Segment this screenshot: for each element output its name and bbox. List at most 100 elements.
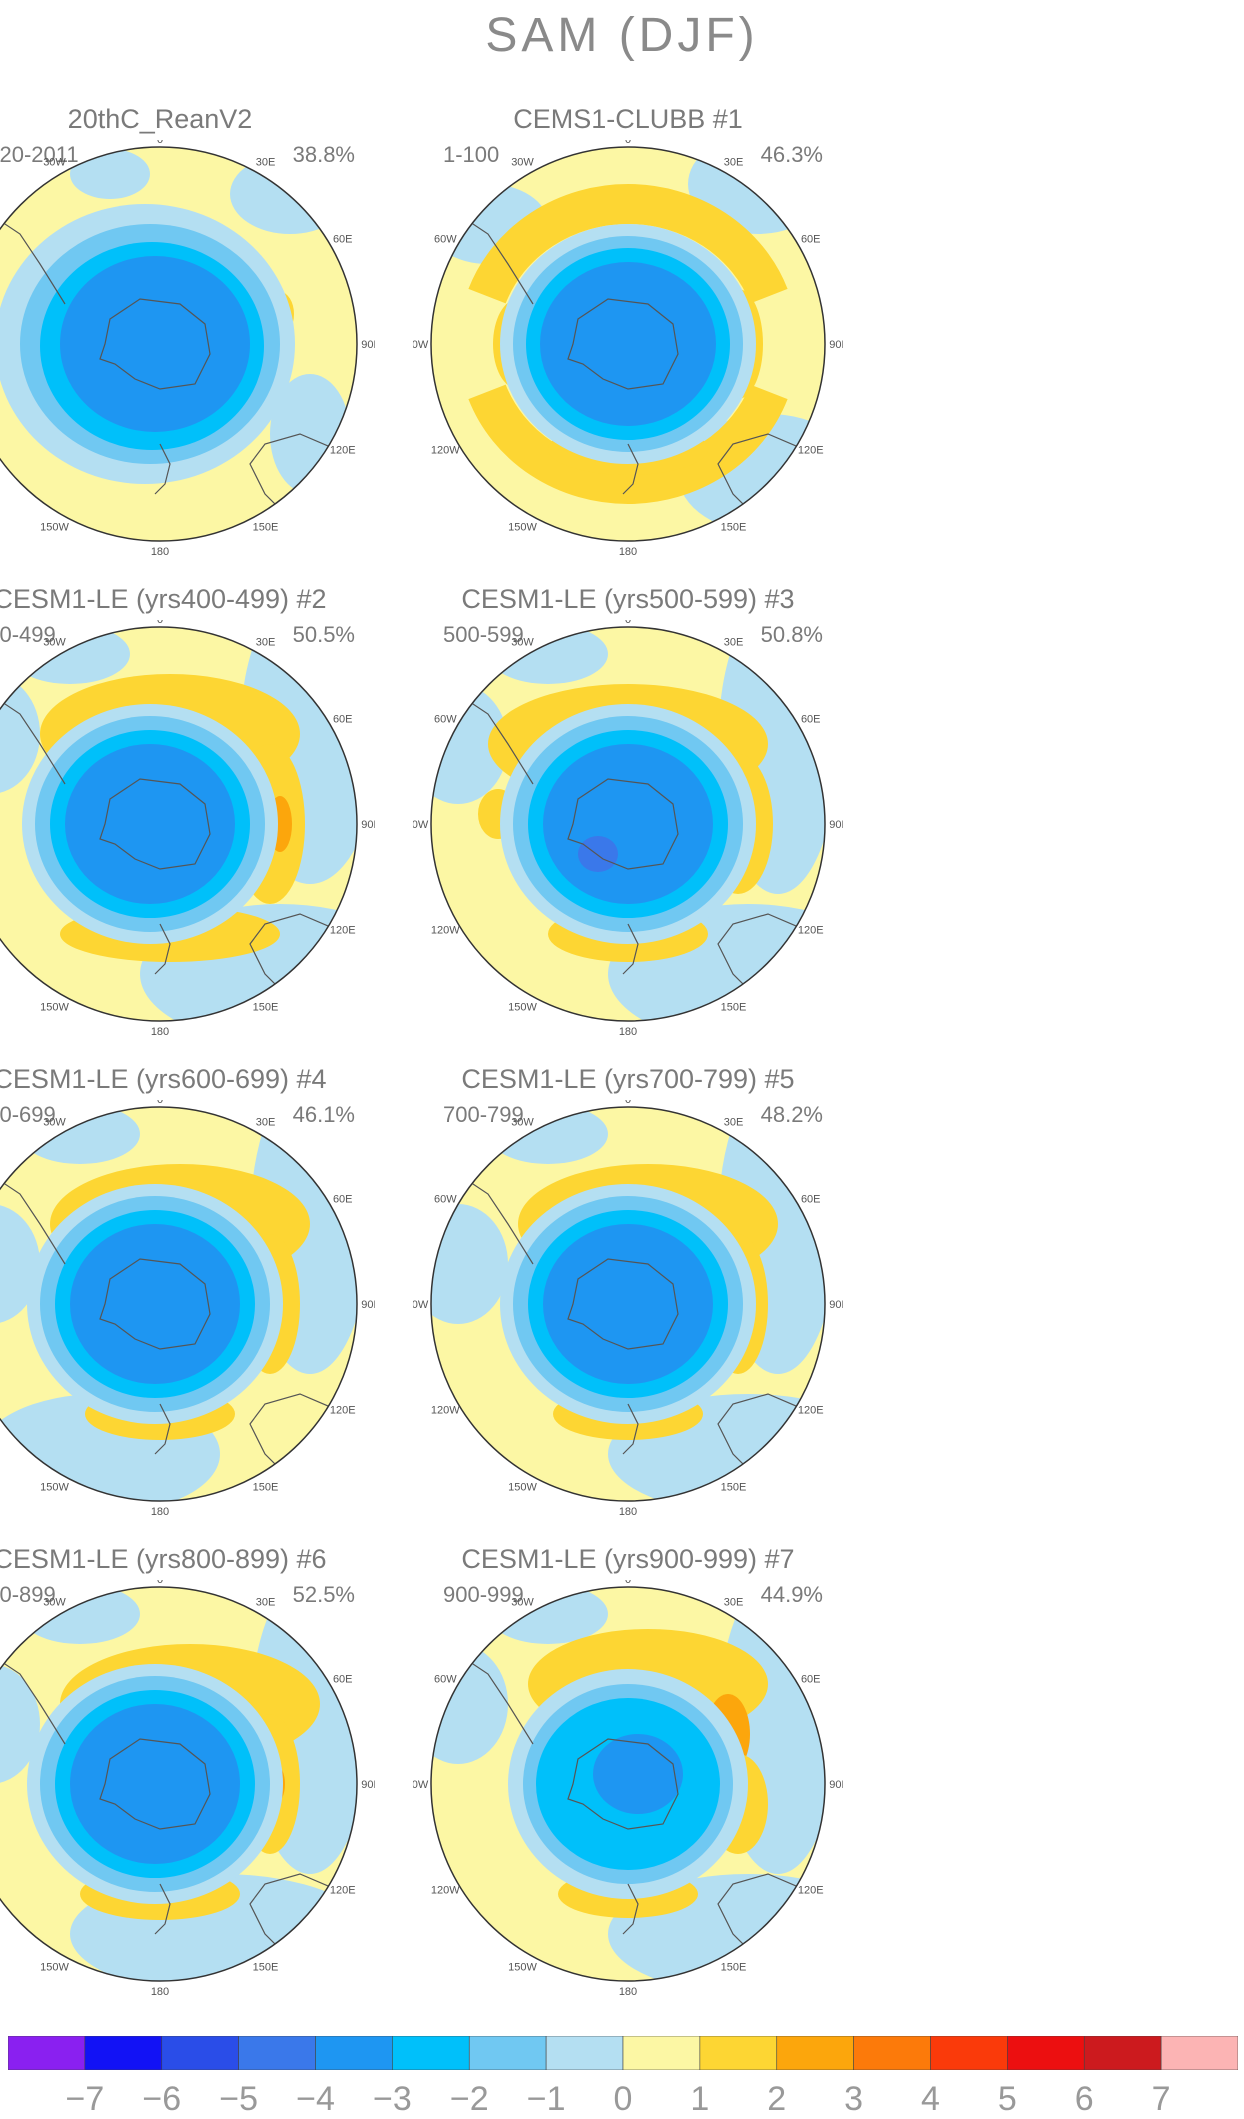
longitude-label: 150E	[253, 1962, 279, 1974]
polar-map: 030E60E90E120E150E180150W120W90W60W30W	[0, 1100, 375, 1518]
new-zealand-coast	[154, 1403, 171, 1455]
anomaly-contour	[0, 674, 40, 794]
longitude-label: 150W	[508, 1962, 537, 1974]
longitude-label: 90E	[361, 1299, 375, 1311]
longitude-label: 90E	[829, 339, 843, 351]
panel-title: CESM1-LE (yrs800-899) #6	[0, 1544, 327, 1574]
map-boundary	[430, 1106, 826, 1502]
new-zealand-coast	[154, 923, 171, 975]
antarctica-coast	[99, 1738, 211, 1830]
longitude-label: 180	[619, 546, 637, 558]
anomaly-contour	[70, 149, 150, 199]
antarctica-coast	[567, 1738, 679, 1830]
map-panel: CESM1-LE (yrs700-799) #5 700-799 48.2% 0 30E…	[413, 1064, 843, 1534]
colorbar-swatch	[238, 2036, 316, 2070]
anomaly-contour	[70, 1224, 240, 1384]
colorbar-label: −3	[372, 2080, 412, 2118]
map-panel: CEMS1-CLUBB #1 1-100 46.3% 0 30E 60E 90E 120E 15…	[413, 104, 843, 574]
anomaly-contour	[488, 1587, 608, 1644]
longitude-label: 120E	[330, 445, 356, 457]
panel-years: 1-100	[443, 142, 500, 167]
longitude-label: 120E	[798, 1885, 824, 1897]
colorbar-label: 2	[767, 2080, 787, 2118]
longitude-label: 180	[151, 1026, 169, 1038]
anomaly-contour	[20, 1107, 140, 1164]
colorbar-label: −6	[142, 2080, 182, 2118]
colorbar-label: −1	[526, 2080, 566, 2118]
new-zealand-coast	[622, 1403, 639, 1455]
antarctica-coast	[99, 298, 211, 390]
colorbar-swatch	[161, 2036, 239, 2070]
sam-pattern	[0, 1587, 357, 1981]
panel-title: CESM1-LE (yrs400-499) #2	[0, 584, 327, 614]
longitude-label: 120W	[431, 445, 460, 457]
longitude-label: 120E	[330, 1405, 356, 1417]
south-america-coast	[0, 673, 66, 785]
longitude-label: 120W	[431, 925, 460, 937]
longitude-label: 150E	[721, 1962, 747, 1974]
longitude-label: 150W	[40, 1962, 69, 1974]
panel-variance: 38.8%	[292, 142, 355, 167]
sam-pattern	[431, 147, 825, 541]
longitude-label: 150E	[721, 1482, 747, 1494]
panel-years: 800-899	[0, 1582, 56, 1607]
polar-map: 030E60E90E120E150E180150W120W90W60W30W	[413, 140, 843, 558]
longitude-label: 180	[619, 1986, 637, 1998]
polar-map: 030E60E90E120E150E180150W120W90W60W30W	[0, 140, 375, 558]
new-zealand-coast	[622, 923, 639, 975]
anomaly-contour	[488, 1107, 608, 1164]
anomaly-contour	[0, 1664, 40, 1784]
colorbar-label: 5	[997, 2080, 1017, 2118]
map-panel: CESM1-LE (yrs600-699) #4 600-699 46.1% 0 30E…	[0, 1064, 375, 1534]
map-panel: CESM1-LE (yrs400-499) #2 400-499 50.5% 0 30E…	[0, 584, 375, 1054]
map-panel: CESM1-LE (yrs800-899) #6 800-899 52.5% 0 30E…	[0, 1544, 375, 2014]
panel-title: 20thC_ReanV2	[67, 104, 253, 134]
longitude-label: 120W	[431, 1885, 460, 1897]
sam-pattern	[431, 1107, 825, 1501]
longitude-label: 90E	[361, 1779, 375, 1791]
longitude-label: 90W	[413, 339, 429, 351]
longitude-label: 150W	[40, 1482, 69, 1494]
colorbar-label: −5	[219, 2080, 259, 2118]
polar-map: 030E60E90E120E150E180150W120W90W60W30W	[0, 620, 375, 1038]
colorbar-label: 3	[844, 2080, 864, 2118]
longitude-label: 30W	[43, 1116, 66, 1128]
longitude-label: 30W	[511, 1116, 534, 1128]
anomaly-contour	[0, 1204, 40, 1324]
map-panel: CESM1-LE (yrs500-599) #3 500-599 50.8% 0 30E…	[413, 584, 843, 1054]
anomaly-contour	[543, 744, 713, 904]
longitude-label: 30W	[511, 1596, 534, 1608]
longitude-label: 30E	[256, 636, 276, 648]
longitude-label: 0	[625, 1100, 631, 1106]
colorbar-label: 0	[613, 2080, 633, 2118]
colorbar-swatch	[930, 2036, 1008, 2070]
colorbar-labels: −7 −6 −5 −4 −3 −2 −1 0 1 2 3 4 5 6 7	[8, 2080, 1238, 2118]
map-boundary	[0, 626, 358, 1022]
panel-years: 500-599	[443, 622, 524, 647]
new-zealand-coast	[622, 443, 639, 495]
anomaly-contour	[20, 1587, 140, 1644]
anomaly-contour	[230, 154, 350, 234]
colorbar-swatch	[1007, 2036, 1085, 2070]
panel-variance: 46.1%	[292, 1102, 355, 1127]
map-boundary	[430, 626, 826, 1022]
longitude-label: 150E	[253, 1002, 279, 1014]
longitude-label: 90E	[361, 339, 375, 351]
sam-pattern	[0, 1107, 357, 1501]
new-zealand-coast	[154, 443, 171, 495]
longitude-label: 60E	[333, 714, 353, 726]
longitude-label: 150E	[721, 1002, 747, 1014]
anomaly-contour	[468, 384, 788, 504]
longitude-label: 150W	[40, 522, 69, 534]
longitude-label: 60E	[333, 1194, 353, 1206]
longitude-label: 0	[157, 140, 163, 146]
longitude-label: 0	[625, 620, 631, 626]
longitude-label: 60W	[434, 1674, 457, 1686]
colorbar-label: −4	[296, 2080, 335, 2118]
anomaly-contour	[468, 184, 788, 304]
panel-years: 1920-2011	[0, 142, 79, 167]
longitude-label: 0	[157, 620, 163, 626]
colorbar-label: 7	[1151, 2080, 1171, 2118]
panel-years: 600-699	[0, 1102, 56, 1127]
longitude-label: 180	[619, 1026, 637, 1038]
